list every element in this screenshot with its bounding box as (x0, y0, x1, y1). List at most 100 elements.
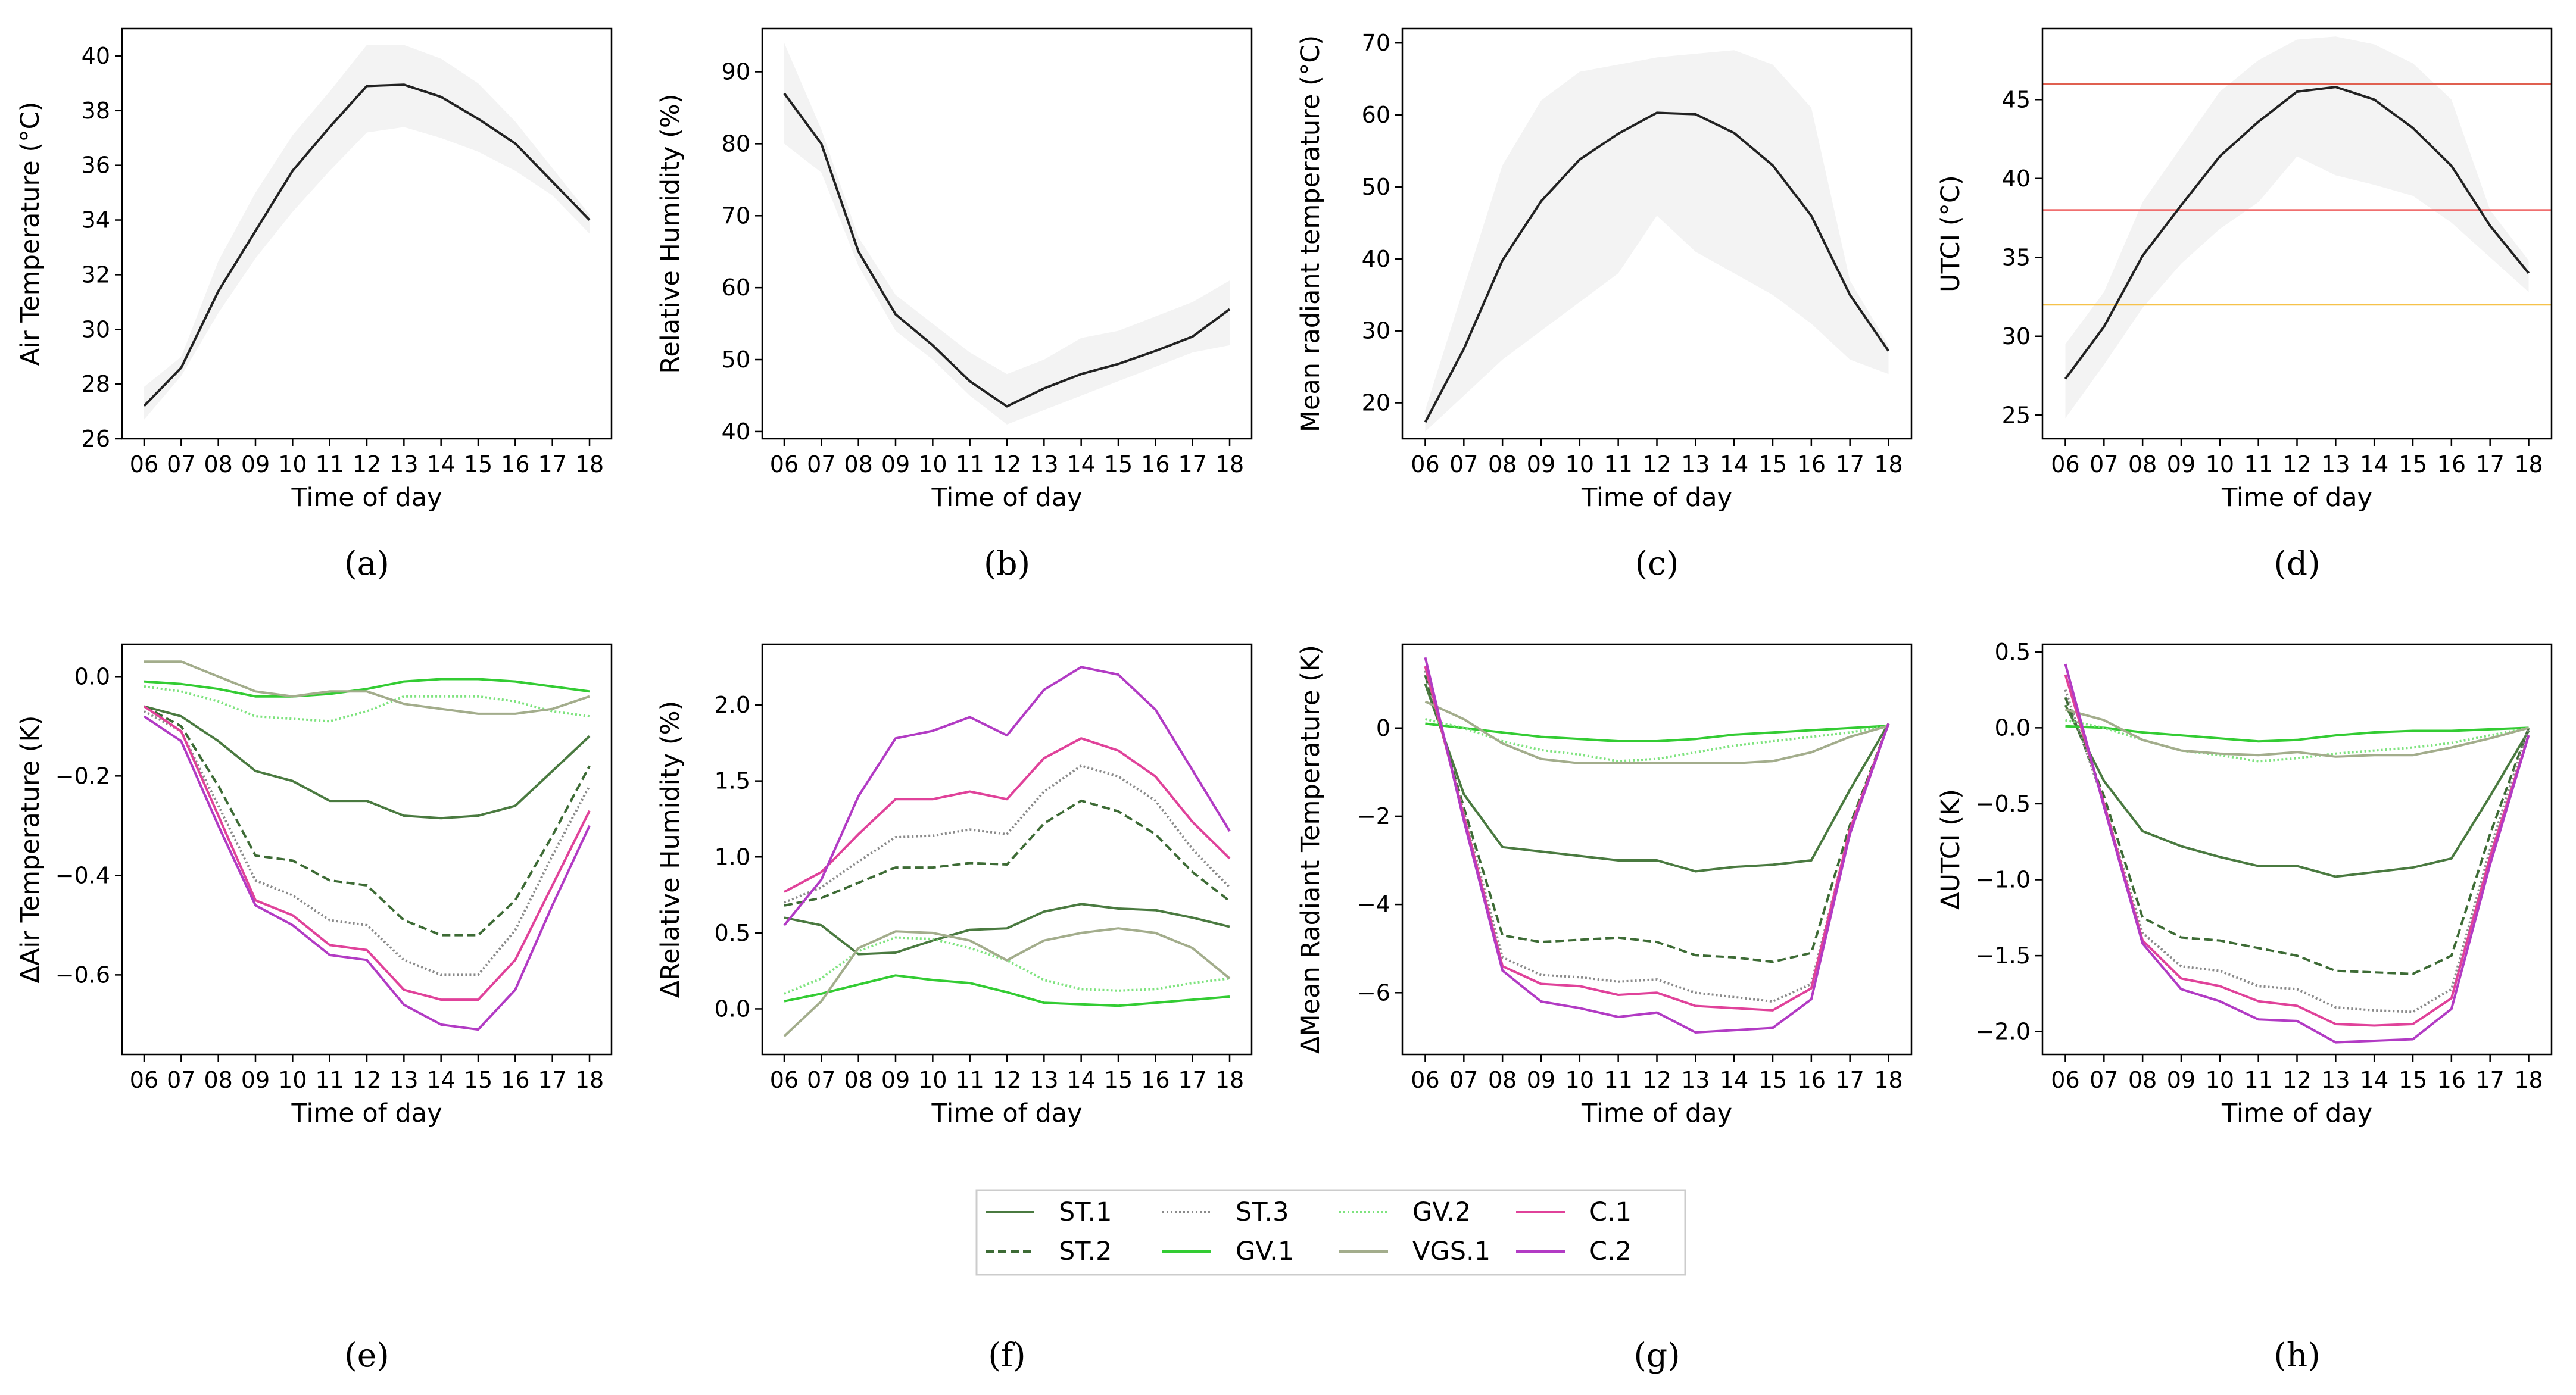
panel-f-x-tick-label: 13 (1030, 1067, 1058, 1093)
panel-h-x-tick-label: 18 (2514, 1067, 2543, 1093)
panel-g-x-tick-label: 06 (1411, 1067, 1439, 1093)
panel-b-y-tick-label: 60 (722, 274, 750, 301)
panel-b-y-tick-label: 40 (722, 419, 750, 445)
panel-c-x-tick-label: 07 (1449, 451, 1478, 478)
panel-g-x-tick-label: 15 (1758, 1067, 1787, 1093)
panel-g-x-tick-label: 17 (1836, 1067, 1864, 1093)
panel-g-series-c-2 (1424, 657, 1890, 1034)
panel-b-x-tick-label: 15 (1104, 451, 1133, 478)
panel-b-x-tick-label: 06 (770, 451, 799, 478)
panel-e-x-tick-label: 11 (315, 1067, 344, 1093)
panel-a-x-tick-label: 12 (353, 451, 381, 478)
panel-g-y-axis-label: ΔMean Radiant Temperature (K) (1296, 645, 1326, 1054)
panel-c-x-tick-label: 17 (1836, 451, 1864, 478)
panel-c-y-tick-label: 40 (1362, 246, 1390, 272)
panel-d-y-tick-label: 45 (2002, 86, 2031, 113)
panel-b-y-axis-label: Relative Humidity (%) (656, 93, 685, 373)
panel-f-series-gv-1 (784, 974, 1230, 1007)
panel-b-x-tick-label: 18 (1215, 451, 1244, 478)
panel-g-x-tick-label: 12 (1642, 1067, 1671, 1093)
panel-f-x-tick-label: 06 (770, 1067, 799, 1093)
panel-g-x-tick-label: 11 (1604, 1067, 1632, 1093)
panel-g-caption: (g) (1633, 1336, 1680, 1374)
panel-d-x-tick-label: 07 (2090, 451, 2118, 478)
panel-g-series-gv-1 (1425, 722, 1889, 742)
panel-h-x-tick-label: 17 (2476, 1067, 2505, 1093)
panel-h-y-tick-label: −2.0 (1976, 1019, 2031, 1045)
panel-d-y-tick-label: 30 (2002, 323, 2031, 349)
panel-d-range-band (2065, 36, 2529, 419)
panel-g: 06 07 08 09 10 11 12 13 14 15 16 17 18 −6 −4 −2 0 Time of… (1296, 643, 1913, 1374)
panel-f-y-axis-label: ΔRelative Humidity (%) (656, 701, 685, 998)
panel-c: 06 07 08 09 10 11 12 13 14 15 16 17 18 20 30 40 50 60 70 Ti… (1296, 27, 1913, 582)
panel-e-x-tick-label: 17 (538, 1067, 566, 1093)
panel-b-x-tick-label: 11 (955, 451, 984, 478)
panel-a-x-tick-label: 09 (241, 451, 270, 478)
panel-a-y-tick-label: 30 (82, 316, 110, 342)
panel-b-range-band (784, 43, 1230, 425)
panel-c-x-tick-label: 11 (1604, 451, 1632, 478)
panel-a-x-tick-label: 16 (501, 451, 529, 478)
panel-d-series-mean (2064, 86, 2530, 380)
panel-h-x-axis-label: Time of day (2221, 1098, 2372, 1128)
legend-label-st-2: ST.2 (1059, 1237, 1112, 1266)
legend-label-c-2: C.2 (1589, 1237, 1632, 1266)
panel-f-y-tick-label: 1.0 (715, 844, 750, 870)
panel-d-x-tick-label: 08 (2128, 451, 2157, 478)
panel-g-y-tick-label: −6 (1357, 979, 1390, 1006)
panel-f-x-tick-label: 11 (955, 1067, 984, 1093)
panel-d-x-tick-label: 16 (2437, 451, 2466, 478)
panel-f-x-tick-label: 08 (844, 1067, 872, 1093)
panel-h-series-st-3 (2064, 689, 2530, 1013)
panel-a-x-tick-label: 15 (464, 451, 492, 478)
panel-a-x-tick-label: 11 (315, 451, 344, 478)
panel-e-series-st-1 (144, 705, 591, 820)
panel-d-x-tick-label: 17 (2476, 451, 2505, 478)
panel-c-x-tick-label: 06 (1411, 451, 1439, 478)
panel-e-series-gv-2 (144, 685, 590, 723)
legend-label-c-1: C.1 (1589, 1197, 1632, 1227)
panel-f-series-st-3 (784, 764, 1231, 904)
panel-g-series-st-3 (1424, 670, 1890, 1003)
panel-a-x-tick-label: 10 (278, 451, 307, 478)
panel-a-x-tick-label: 13 (389, 451, 418, 478)
panel-b-x-tick-label: 09 (881, 451, 910, 478)
panel-d-x-tick-label: 11 (2244, 451, 2272, 478)
panel-c-series-mean (1424, 111, 1890, 423)
panel-e-x-tick-label: 08 (204, 1067, 232, 1093)
panel-c-caption: (c) (1635, 544, 1679, 582)
panel-a: 06 07 08 09 10 11 12 13 14 15 16 17 18 26 28 30 32 34 36 38… (15, 27, 613, 582)
panel-g-x-tick-label: 18 (1874, 1067, 1903, 1093)
panel-g-series-st-2 (1424, 675, 1890, 963)
panel-a-y-tick-label: 34 (82, 207, 110, 233)
panel-d-x-tick-label: 14 (2360, 451, 2388, 478)
panel-h-y-tick-label: −1.5 (1976, 943, 2031, 969)
legend: ST.1 ST.2 ST.3 GV.1 GV.2 VGS.1 C.1 C.2 (975, 1189, 1686, 1276)
panel-a-y-tick-label: 40 (82, 43, 110, 69)
panel-h-x-tick-label: 11 (2244, 1067, 2272, 1093)
legend-label-vgs-1: VGS.1 (1412, 1237, 1490, 1266)
panel-d-y-tick-label: 35 (2002, 244, 2031, 270)
panel-c-y-tick-label: 50 (1362, 174, 1390, 200)
panel-f-caption: (f) (988, 1336, 1025, 1374)
panel-d-y-axis-label: UTCI (°C) (1936, 175, 1966, 292)
panel-d-x-tick-label: 18 (2514, 451, 2543, 478)
panel-e-series-c-1 (143, 705, 591, 1001)
panel-e-x-tick-label: 18 (575, 1067, 604, 1093)
panel-h-caption: (h) (2274, 1336, 2320, 1374)
panel-h-x-tick-label: 15 (2399, 1067, 2427, 1093)
panel-h: 06 07 08 09 10 11 12 13 14 15 16 17 18 −2.0 −1.5 −1.0 −0… (1936, 639, 2553, 1374)
panel-f-x-tick-label: 18 (1215, 1067, 1244, 1093)
panel-d-x-tick-label: 13 (2321, 451, 2350, 478)
panel-a-y-tick-label: 38 (82, 98, 110, 124)
panel-e-y-tick-label: −0.2 (55, 763, 110, 789)
panel-c-y-tick-label: 70 (1362, 30, 1390, 56)
legend-label-gv-1: GV.1 (1236, 1237, 1294, 1266)
panel-h-series-vgs-1 (2064, 708, 2530, 758)
panel-a-x-tick-label: 17 (538, 451, 566, 478)
panel-f-x-tick-label: 07 (807, 1067, 835, 1093)
panel-b-x-tick-label: 13 (1030, 451, 1058, 478)
panel-b-y-tick-label: 70 (722, 202, 750, 229)
panel-g-x-tick-label: 08 (1488, 1067, 1517, 1093)
